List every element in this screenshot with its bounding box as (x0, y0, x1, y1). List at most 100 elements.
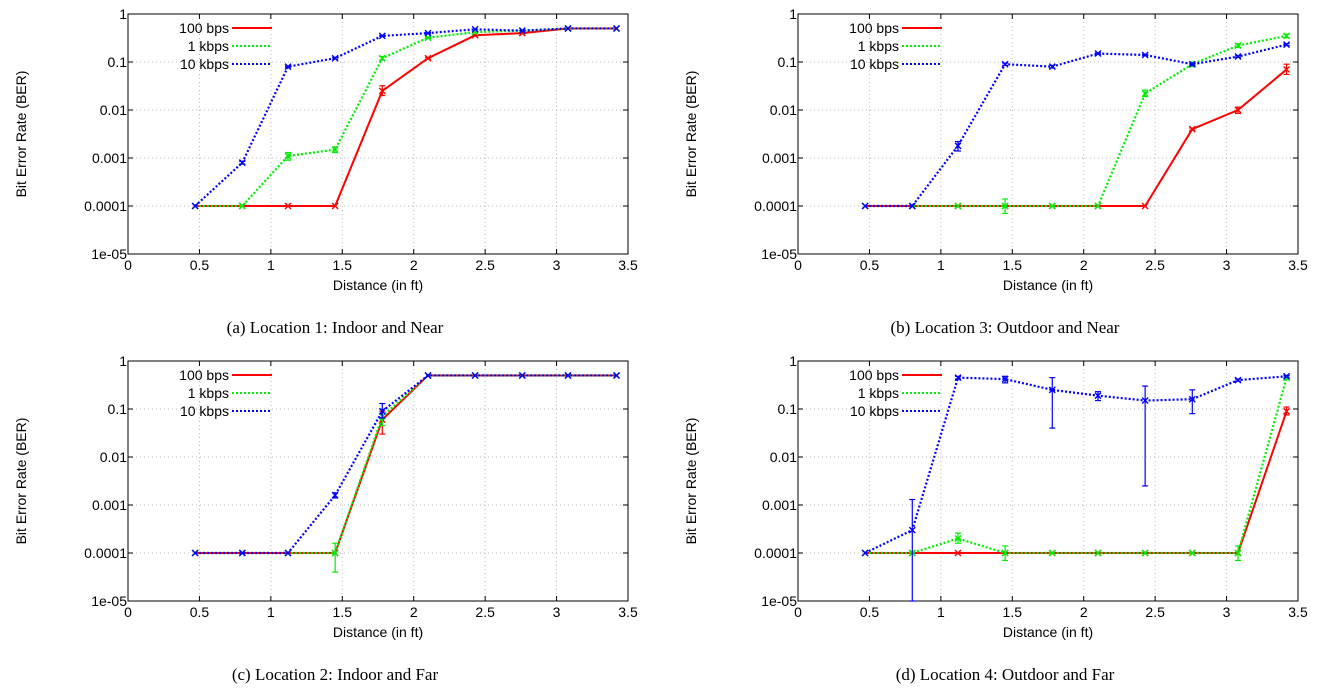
y-tick-label: 0.1 (778, 401, 798, 417)
y-tick-label: 0.01 (770, 449, 797, 465)
y-tick-label: 0.001 (92, 150, 127, 166)
chart-panel-a: 0 0.5 1 1.5 2 2.5 3 3.5 1e-05 0.0001 0.001 0.01 0.1 1… (0, 0, 670, 347)
data-point (1094, 549, 1102, 557)
y-tick-label: 0.01 (100, 449, 127, 465)
data-point (331, 202, 339, 210)
x-tick-label: 1.5 (333, 604, 353, 620)
data-point (1094, 392, 1102, 400)
chart-svg: 0 0.5 1 1.5 2 2.5 3 3.5 1e-05 0.0001 0.001 0.01 0.1 1… (13, 6, 638, 293)
y-tick-label: 1e-05 (761, 246, 797, 262)
x-tick-label: 3 (1223, 257, 1231, 273)
data-point (954, 374, 962, 382)
grid (798, 14, 1298, 254)
legend: 100 bps 1 kbps 10 kbps (849, 367, 942, 419)
legend-label: 100 bps (179, 367, 229, 383)
y-axis-label: Bit Error Rate (BER) (13, 418, 29, 545)
legend-label: 1 kbps (188, 385, 229, 401)
y-tick-label: 0.01 (770, 102, 797, 118)
chart-panel-c: 0 0.5 1 1.5 2 2.5 3 3.5 1e-05 0.0001 0.001 0.01 0.1 1… (0, 347, 670, 694)
series-line (865, 43, 1287, 208)
legend: 100 bps 1 kbps 10 kbps (179, 367, 272, 419)
y-tick-label: 0.001 (762, 497, 797, 513)
data-point (1001, 60, 1009, 68)
data-point (954, 202, 962, 210)
series-1-kbps (861, 374, 1291, 562)
data-point (1001, 549, 1009, 557)
y-tick-label: 0.0001 (84, 545, 127, 561)
data-point (954, 549, 962, 557)
data-point (1283, 41, 1291, 49)
x-tick-label: 1 (937, 604, 945, 620)
legend-label: 1 kbps (858, 385, 899, 401)
data-point (471, 371, 479, 379)
grid (128, 14, 628, 254)
y-tick-label: 0.0001 (84, 198, 127, 214)
legend: 100 bps 1 kbps 10 kbps (849, 20, 942, 72)
series-100-bps (191, 371, 621, 557)
data-point (908, 526, 916, 534)
x-tick-label: 3 (553, 604, 561, 620)
data-point (861, 549, 869, 557)
series-line (865, 34, 1287, 208)
data-point (191, 202, 199, 210)
series-line (865, 410, 1288, 554)
chart-caption: (d) Location 4: Outdoor and Far (895, 665, 1115, 684)
data-point (1283, 407, 1291, 415)
data-point (564, 371, 572, 379)
data-point (1283, 372, 1291, 380)
plot-frame (127, 13, 629, 255)
grid (128, 361, 628, 601)
series-100-bps (861, 406, 1291, 557)
data-point (1048, 202, 1056, 210)
x-axis-label: Distance (in ft) (1003, 624, 1093, 640)
series-line (194, 27, 617, 207)
x-tick-label: 0 (794, 257, 802, 273)
data-point (424, 54, 432, 62)
chart-panel-d: 0 0.5 1 1.5 2 2.5 3 3.5 1e-05 0.0001 0.001 0.01 0.1 1… (670, 347, 1340, 694)
legend-label: 1 kbps (188, 38, 229, 54)
series-10-kbps (191, 24, 621, 210)
data-point (1048, 63, 1056, 71)
y-tick-label: 0.0001 (754, 198, 797, 214)
series-100-bps (861, 63, 1291, 210)
y-tick-label: 1e-05 (761, 593, 797, 609)
plot-frame (127, 360, 629, 602)
y-tick-label: 0.0001 (754, 545, 797, 561)
data-point (1141, 51, 1149, 59)
data-point (564, 24, 572, 32)
chart-caption: (b) Location 3: Outdoor and Near (890, 318, 1120, 337)
series-100-bps (191, 24, 621, 210)
data-point (1188, 395, 1196, 403)
y-tick-label: 0.1 (108, 401, 128, 417)
x-tick-label: 1 (267, 604, 275, 620)
series-10-kbps (191, 371, 621, 557)
y-tick-label: 0.1 (778, 54, 798, 70)
data-point (613, 371, 621, 379)
x-tick-label: 2.5 (475, 257, 495, 273)
data-point (331, 146, 339, 154)
data-point (908, 202, 916, 210)
x-tick-label: 1.5 (333, 257, 353, 273)
legend-label: 100 bps (849, 20, 899, 36)
x-tick-label: 1.5 (1003, 604, 1023, 620)
series-10-kbps (861, 41, 1291, 210)
data-point (954, 535, 962, 543)
data-point (331, 491, 339, 499)
x-tick-label: 3.5 (618, 257, 638, 273)
legend-label: 100 bps (849, 367, 899, 383)
series-1-kbps (191, 24, 621, 210)
series-10-kbps (861, 372, 1291, 602)
chart-svg: 0 0.5 1 1.5 2 2.5 3 3.5 1e-05 0.0001 0.001 0.01 0.1 1… (683, 353, 1308, 640)
data-point (1234, 106, 1242, 114)
data-point (1188, 549, 1196, 557)
data-point (378, 54, 386, 62)
data-point (284, 152, 292, 160)
x-tick-label: 1.5 (1003, 257, 1023, 273)
data-point (238, 202, 246, 210)
data-point (471, 25, 479, 33)
data-point (1094, 50, 1102, 58)
x-tick-label: 2.5 (475, 604, 495, 620)
x-tick-label: 0.5 (190, 257, 210, 273)
data-point (1234, 53, 1242, 61)
data-point (284, 202, 292, 210)
